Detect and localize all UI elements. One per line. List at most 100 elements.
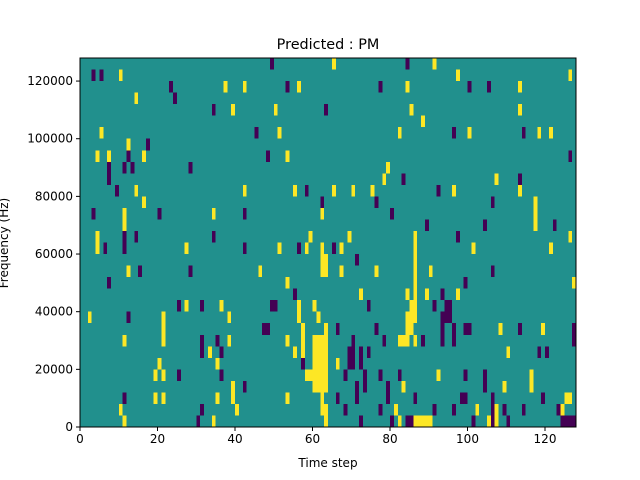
heatmap-cell [409,323,414,335]
heatmap-cell [211,415,216,427]
heatmap-cell [142,196,146,208]
heatmap-cells [87,58,577,427]
heatmap-cell [475,403,480,416]
x-tick-label: 0 [76,432,84,446]
heatmap-cell [405,323,410,347]
heatmap-cell [161,369,166,381]
heatmap-cell [138,265,143,278]
heatmap-cell [440,288,445,301]
heatmap-cell [285,81,290,93]
heatmap-cell [107,277,112,289]
heatmap-cell [207,346,212,358]
y-tick-label: 0 [65,420,73,434]
heatmap-cell [537,346,542,358]
x-tick-label: 120 [534,432,557,446]
heatmap-cell [122,230,127,255]
heatmap-cell [424,288,429,301]
heatmap-cell [359,346,363,370]
heatmap-cell [517,104,522,116]
heatmap-cell [285,150,290,162]
heatmap-cell [324,104,329,116]
heatmap-cell [308,230,313,243]
heatmap-cell [517,81,522,93]
heatmap-cell [552,219,557,231]
heatmap-cell [200,403,205,416]
heatmap-cell [351,184,356,197]
heatmap-cell [455,230,460,243]
heatmap-cell [91,69,96,82]
x-tick-label: 60 [305,432,320,446]
heatmap-cell [421,115,425,128]
heatmap-cell [173,92,177,105]
heatmap-cell [304,242,309,255]
heatmap-cell [130,161,135,174]
heatmap-cell [413,415,433,427]
heatmap-cell [467,81,472,93]
heatmap-cell [211,230,216,243]
heatmap-cell [145,138,150,151]
heatmap-cell [304,369,313,381]
heatmap-cell [560,403,565,416]
heatmap-cell [142,150,146,162]
heatmap-cell [428,265,433,278]
heatmap-cell [231,104,236,116]
heatmap-cell [285,392,290,404]
heatmap-cell [331,184,336,197]
heatmap-cell [432,58,437,70]
heatmap-cell [277,127,282,139]
heatmap-cell [351,334,356,370]
heatmap-cell [483,380,487,393]
heatmap-cell [188,265,193,278]
heatmap-cell [413,242,418,312]
heatmap-cell [374,323,379,335]
heatmap-cell [359,415,363,427]
heatmap-cell [382,173,387,185]
heatmap-cell [122,207,127,243]
heatmap-cell [436,369,441,381]
heatmap-cell [304,184,309,197]
heatmap-cell [242,81,247,93]
heatmap-cell [242,242,247,255]
heatmap-cell [362,369,367,393]
heatmap-cell [134,92,139,105]
y-axis: 0 20000 40000 60000 80000 100000 120000 [27,74,80,434]
heatmap-cell [312,334,321,393]
heatmap-cell [293,346,298,358]
heatmap-cell [390,415,394,427]
heatmap-cell [405,288,410,301]
heatmap-cell [331,242,336,255]
heatmap-cell [324,403,329,427]
heatmap-cell [452,403,456,416]
heatmap-cell [440,311,445,347]
heatmap-cell [316,311,321,324]
heatmap-cell [452,323,456,347]
heatmap-cell [324,334,329,393]
heatmap-cell [378,369,383,381]
heatmap-cell [343,403,348,416]
heatmap-cell [285,277,290,289]
heatmap-cell [122,392,127,404]
heatmap-cell [126,138,131,151]
heatmap-cell [99,127,104,139]
heatmap-cell [541,323,546,335]
heatmap-cell [126,150,131,162]
heatmap-cell [564,392,573,404]
heatmap-cell [118,403,123,416]
heatmap-cell [161,311,166,347]
heatmap-cell [126,265,131,278]
heatmap-cell [463,323,468,335]
heatmap-cell [471,242,476,255]
heatmap-cell [506,415,511,427]
heatmap-cell [95,150,100,162]
heatmap-cell [424,219,429,231]
y-tick-label: 20000 [35,362,73,376]
heatmap-cell [161,392,166,404]
heatmap-cell [405,415,414,427]
heatmap-cell [339,265,344,278]
heatmap-cell [386,380,391,393]
heatmap-cell [134,184,139,197]
heatmap-cell [176,369,181,381]
heatmap-cell [471,415,476,427]
y-tick-label: 40000 [35,305,73,319]
